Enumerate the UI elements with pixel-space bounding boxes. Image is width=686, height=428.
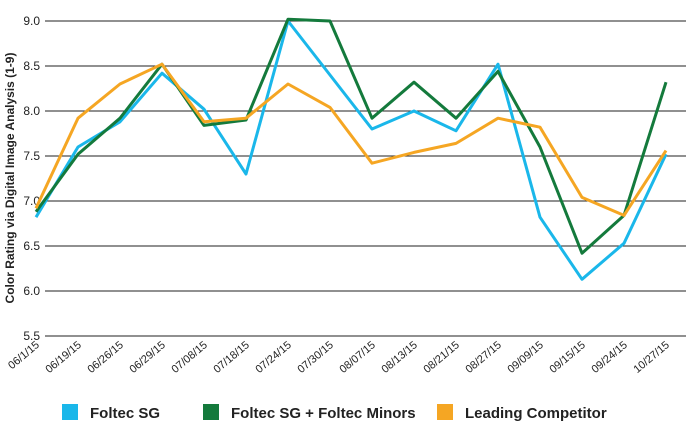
x-tick-label: 07/30/15 <box>295 339 336 376</box>
y-tick-label: 7.5 <box>23 149 40 163</box>
y-tick-label: 5.5 <box>23 329 40 343</box>
x-tick-label: 06/29/15 <box>127 339 168 376</box>
y-tick-label: 6.5 <box>23 239 40 253</box>
x-tick-label: 07/08/15 <box>169 339 210 376</box>
series-line <box>34 19 668 281</box>
legend-label: Foltec SG + Foltec Minors <box>231 405 416 422</box>
y-tick-label: 9.0 <box>23 14 40 28</box>
legend-swatch <box>62 404 78 420</box>
x-tick-label: 08/27/15 <box>463 339 504 376</box>
y-axis-label: Color Rating via Digital Image Analysis … <box>3 53 17 304</box>
legend-label: Foltec SG <box>90 405 160 422</box>
y-tick-label: 8.5 <box>23 59 40 73</box>
y-tick-label: 8.0 <box>23 104 40 118</box>
x-tick-label: 09/09/15 <box>505 339 546 376</box>
y-tick-label: 7.0 <box>23 194 40 208</box>
x-tick-label: 06/19/15 <box>43 339 84 376</box>
legend-swatch <box>437 404 453 420</box>
x-tick-label: 06/1/15 <box>6 339 42 372</box>
x-tick-label: 09/15/15 <box>547 339 588 376</box>
series-line <box>34 62 668 217</box>
x-tick-label: 08/21/15 <box>421 339 462 376</box>
legend-label: Leading Competitor <box>465 405 607 422</box>
series-line <box>34 17 668 255</box>
x-tick-label: 08/13/15 <box>379 339 420 376</box>
y-tick-label: 6.0 <box>23 284 40 298</box>
legend-swatch <box>203 404 219 420</box>
x-tick-label: 07/18/15 <box>211 339 252 376</box>
x-tick-label: 09/24/15 <box>589 339 630 376</box>
x-tick-label: 06/26/15 <box>85 339 126 376</box>
x-tick-label: 08/07/15 <box>337 339 378 376</box>
x-tick-label: 07/24/15 <box>253 339 294 376</box>
x-tick-label: 10/27/15 <box>631 339 672 376</box>
